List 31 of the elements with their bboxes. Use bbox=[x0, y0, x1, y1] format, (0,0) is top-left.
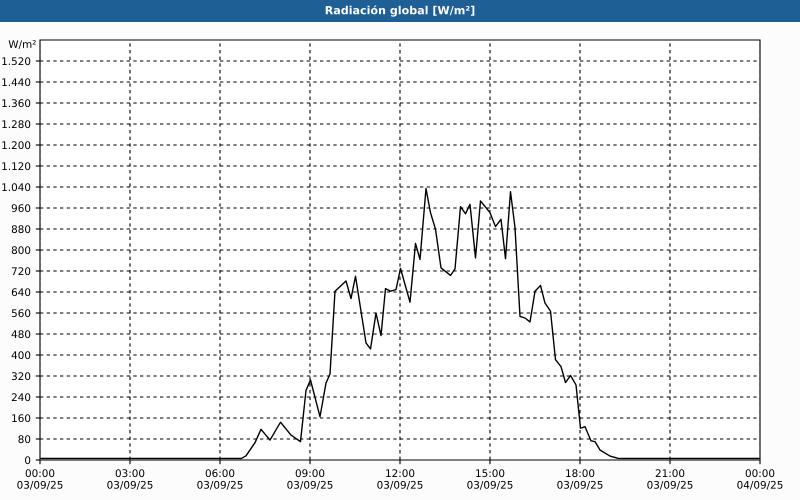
y-tick-label: 1.120 bbox=[2, 162, 30, 170]
y-tick-label: 240 bbox=[12, 393, 30, 402]
chart-title: Radiación global [W/m²] bbox=[326, 5, 474, 17]
y-tick-label: 0 bbox=[25, 456, 30, 464]
y-tick-label: 80 bbox=[18, 435, 30, 444]
y-tick-label: 160 bbox=[12, 414, 30, 422]
y-tick-label: 720 bbox=[12, 267, 30, 276]
x-tick-label: 15:00 03/09/25 bbox=[467, 469, 512, 490]
y-tick-label: 1.280 bbox=[2, 120, 30, 128]
x-tick-label: 12:00 03/09/25 bbox=[377, 469, 422, 490]
x-tick-label: 09:00 03/09/25 bbox=[287, 469, 332, 490]
y-tick-label: 1.360 bbox=[2, 99, 30, 108]
y-tick-label: 1.520 bbox=[2, 57, 30, 66]
y-tick-label: 1.440 bbox=[2, 78, 30, 86]
y-tick-label: 400 bbox=[12, 351, 30, 360]
y-tick-label: 480 bbox=[12, 330, 30, 338]
x-tick-label: 00:00 03/09/25 bbox=[17, 469, 62, 490]
y-axis-title: W/m² bbox=[8, 40, 36, 49]
y-tick-label: 320 bbox=[12, 372, 30, 380]
y-tick-label: 880 bbox=[12, 225, 30, 234]
y-tick-label: 800 bbox=[12, 246, 30, 254]
y-tick-label: 1.040 bbox=[2, 183, 30, 192]
y-tick-label: 1.200 bbox=[2, 141, 30, 150]
y-tick-label: 960 bbox=[12, 204, 30, 212]
x-tick-label: 18:00 03/09/25 bbox=[557, 469, 602, 490]
y-tick-label: 640 bbox=[12, 288, 30, 296]
x-tick-label: 03:00 03/09/25 bbox=[107, 469, 152, 490]
x-tick-label: 06:00 03/09/25 bbox=[197, 469, 242, 490]
x-tick-label: 00:00 04/09/25 bbox=[737, 469, 782, 490]
y-tick-label: 560 bbox=[12, 309, 30, 318]
x-tick-label: 21:00 03/09/25 bbox=[647, 469, 692, 490]
